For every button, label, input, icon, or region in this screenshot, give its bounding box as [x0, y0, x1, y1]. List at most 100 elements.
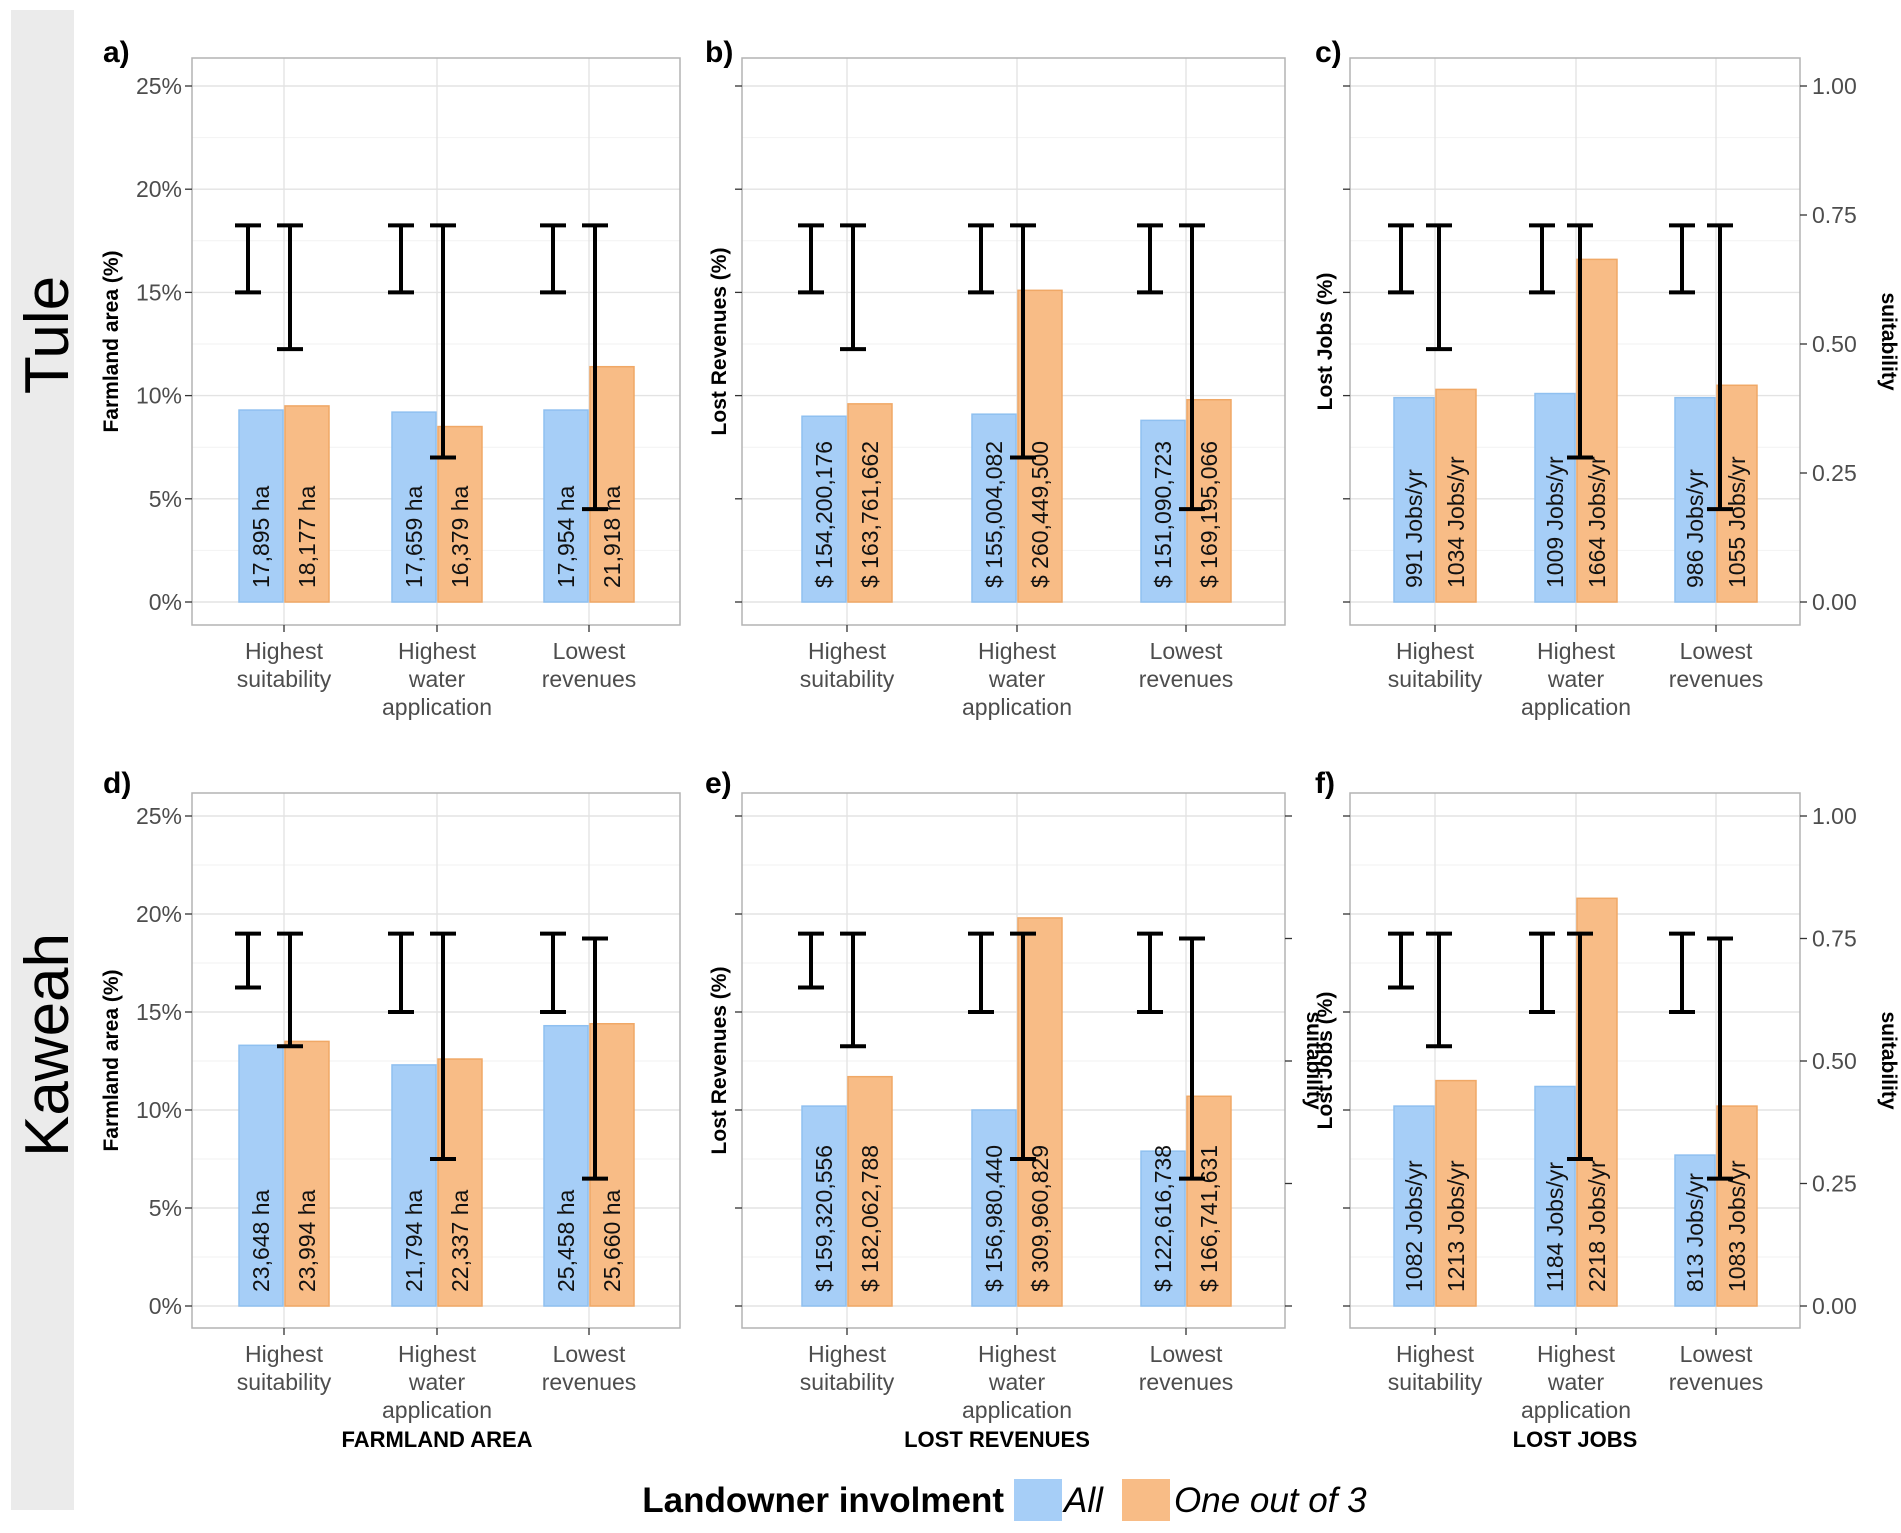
- category-label-line: Highest: [1537, 1341, 1616, 1367]
- y-tick-label: 5%: [149, 486, 182, 512]
- bar-label-one-out-of-3: $ 182,062,788: [857, 1145, 883, 1292]
- panel-tag: a): [103, 36, 130, 69]
- bar-label-one-out-of-3: 22,337 ha: [447, 1189, 473, 1292]
- secondary-tick-label: 0.25: [1812, 460, 1857, 486]
- bar-label-all: 25,458 ha: [553, 1189, 579, 1292]
- y-tick-label: 20%: [136, 901, 182, 927]
- bar-all: [543, 1024, 589, 1307]
- bar-all: [801, 415, 847, 603]
- bar-label-one-out-of-3: 21,918 ha: [599, 485, 625, 588]
- bar-label-one-out-of-3: 2218 Jobs/yr: [1584, 1160, 1610, 1292]
- panel-border: [191, 57, 681, 626]
- y-tick-label: 10%: [136, 383, 182, 409]
- panel-border: [1349, 57, 1801, 626]
- category-label-line: Highest: [398, 1341, 477, 1367]
- secondary-tick-label: 0.75: [1812, 202, 1857, 228]
- y-axis-title: Farmland area (%): [100, 250, 123, 432]
- bar-label-all: 1009 Jobs/yr: [1542, 456, 1568, 588]
- bar-one-out-of-3: [589, 1023, 635, 1307]
- column-title-farmland: FARMLAND AREA: [341, 1427, 532, 1452]
- panel-tag: f): [1315, 767, 1335, 800]
- category-label-line: revenues: [1669, 666, 1764, 692]
- category-label-line: Highest: [245, 638, 324, 664]
- bar-one-out-of-3: [284, 405, 330, 603]
- secondary-tick-label: 0.50: [1812, 331, 1857, 357]
- bar-one-out-of-3: [1576, 897, 1618, 1307]
- bar-all: [1140, 1150, 1186, 1307]
- bar-all: [1140, 419, 1186, 603]
- category-label-line: application: [382, 694, 492, 720]
- y-tick-label: 25%: [136, 73, 182, 99]
- category-label-line: revenues: [1139, 1369, 1234, 1395]
- bar-label-one-out-of-3: 25,660 ha: [599, 1189, 625, 1292]
- secondary-tick-label: 0.75: [1812, 926, 1857, 952]
- legend-label-one: One out of 3: [1174, 1481, 1367, 1520]
- panel-b: $ 154,200,176 $ 163,761,662 $ 155,004,082 $…: [705, 36, 1286, 720]
- legend-label-all: All: [1062, 1481, 1104, 1520]
- category-label-line: revenues: [542, 666, 637, 692]
- category-label: Highest water application: [1521, 638, 1631, 720]
- secondary-tick-label: 1.00: [1812, 73, 1857, 99]
- category-label: Highest water application: [382, 638, 492, 720]
- bar-all: [391, 411, 437, 603]
- category-label: Highest suitability: [237, 638, 332, 692]
- bar-label-all: $ 154,200,176: [811, 441, 837, 588]
- bar-label-one-out-of-3: 1055 Jobs/yr: [1724, 456, 1750, 588]
- row-strip: [11, 10, 74, 1510]
- category-label-line: Highest: [808, 1341, 887, 1367]
- category-label: Highest water application: [962, 638, 1072, 720]
- category-label-line: Highest: [978, 638, 1057, 664]
- bar-all: [1534, 1085, 1576, 1307]
- panels: 17,895 ha 18,177 ha 17,659 ha 16,379 ha 17,9…: [100, 36, 1900, 1423]
- category-label: Highest suitability: [237, 1341, 332, 1395]
- bar-label-one-out-of-3: 1083 Jobs/yr: [1724, 1160, 1750, 1292]
- category-label-line: Lowest: [1680, 638, 1753, 664]
- y-tick-label: 15%: [136, 999, 182, 1025]
- category-label: Highest suitability: [1388, 638, 1483, 692]
- bar-label-one-out-of-3: 1034 Jobs/yr: [1443, 456, 1469, 588]
- category-label-line: revenues: [1669, 1369, 1764, 1395]
- secondary-tick-label: 0.50: [1812, 1048, 1857, 1074]
- bar-label-one-out-of-3: $ 163,761,662: [857, 441, 883, 588]
- category-label-line: Lowest: [1150, 638, 1223, 664]
- secondary-tick-label: 0.00: [1812, 1293, 1857, 1319]
- bar-all: [543, 409, 589, 603]
- bar-all: [971, 1109, 1017, 1307]
- bar-label-all: $ 151,090,723: [1150, 441, 1176, 588]
- category-label: Lowest revenues: [1669, 638, 1764, 692]
- bar-label-all: $ 159,320,556: [811, 1145, 837, 1292]
- bar-one-out-of-3: [847, 403, 893, 603]
- bar-label-all: 17,659 ha: [401, 485, 427, 588]
- legend-swatch-all: [1014, 1479, 1062, 1521]
- category-label: Highest water application: [1521, 1341, 1631, 1423]
- category-label: Lowest revenues: [1139, 1341, 1234, 1395]
- legend: Landowner involment All One out of 3: [642, 1479, 1367, 1521]
- bar-one-out-of-3: [1716, 1105, 1758, 1307]
- panel-d: 23,648 ha 23,994 ha 21,794 ha 22,337 ha 25,4…: [100, 767, 681, 1423]
- bar-one-out-of-3: [1017, 289, 1063, 603]
- bar-all: [391, 1064, 437, 1307]
- legend-swatch-one: [1122, 1479, 1170, 1521]
- category-label: Lowest revenues: [1139, 638, 1234, 692]
- bar-label-all: 813 Jobs/yr: [1682, 1173, 1708, 1292]
- panel-border: [741, 57, 1286, 626]
- bar-label-one-out-of-3: 1213 Jobs/yr: [1443, 1160, 1469, 1292]
- category-label-line: application: [962, 694, 1072, 720]
- category-label-line: revenues: [1139, 666, 1234, 692]
- category-label-line: Highest: [1396, 638, 1475, 664]
- panel-tag: e): [705, 767, 732, 800]
- panel-e: $ 159,320,556 $ 182,062,788 $ 156,980,440 $…: [705, 767, 1325, 1423]
- bar-all: [1393, 396, 1435, 603]
- legend-title: Landowner involment: [642, 1481, 1004, 1520]
- y-axis-title: Lost Jobs (%): [1314, 992, 1337, 1130]
- category-label: Lowest revenues: [1669, 1341, 1764, 1395]
- y-axis-title: Lost Revenues (%): [708, 248, 731, 436]
- bar-one-out-of-3: [1186, 1095, 1232, 1307]
- category-label-line: application: [1521, 1397, 1631, 1423]
- panel-f: 1082 Jobs/yr 1213 Jobs/yr 1184 Jobs/yr 2218…: [1314, 767, 1900, 1423]
- bar-label-all: 991 Jobs/yr: [1401, 469, 1427, 588]
- bar-one-out-of-3: [1435, 388, 1477, 603]
- secondary-tick-label: 0.00: [1812, 589, 1857, 615]
- category-label-line: water: [408, 1369, 466, 1395]
- bar-all: [238, 409, 284, 603]
